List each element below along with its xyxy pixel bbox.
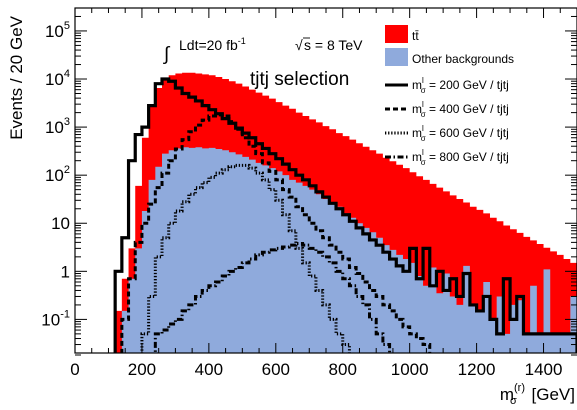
x-tick-label: 0 — [70, 360, 79, 379]
area-other — [121, 147, 577, 353]
axis-ticks — [74, 7, 577, 356]
y-tick-label: 103 — [45, 116, 70, 137]
lumi-label: Ldt=20 fb-1 — [179, 36, 246, 53]
y-tick-label: 105 — [45, 20, 70, 41]
line-s800 — [153, 241, 392, 353]
y-tick-label: 10 — [51, 214, 70, 233]
legend-label-s400: ml σ = 400 GeV / tjtj — [412, 100, 509, 119]
chart-lines — [113, 77, 577, 353]
y-tick-label: 1 — [61, 262, 70, 281]
y-axis-label: Events / 20 GeV — [7, 15, 26, 139]
legend-swatch-ttbar — [385, 25, 408, 43]
selection-label: tjtj selection — [250, 69, 349, 90]
legend-label-s600: ml σ = 600 GeV / tjtj — [412, 124, 509, 143]
legend-label-ttbar: tt̄ — [412, 29, 419, 43]
line-s200 — [113, 77, 577, 353]
integral-sign: ∫ — [163, 44, 171, 65]
x-axis-label: m(r) σ [GeV] — [500, 382, 575, 407]
energy-label: s = 8 TeV — [304, 37, 363, 53]
legend-label-other: Other backgrounds — [412, 52, 514, 66]
x-tick-label: 400 — [195, 360, 223, 379]
x-tick-label: 1000 — [391, 360, 429, 379]
legend: tt̄ Other backgrounds ml σ = 200 GeV / tjtj… — [385, 25, 514, 167]
line-s600 — [140, 163, 351, 353]
legend-swatch-other — [385, 48, 408, 66]
x-tick-label: 1400 — [525, 360, 563, 379]
annotations: ∫ Ldt=20 fb-1 √ s = 8 TeV tjtj selection — [163, 36, 363, 90]
x-tick-label: 600 — [262, 360, 290, 379]
y-tick-label: 104 — [45, 68, 70, 89]
legend-label-s200: ml σ = 200 GeV / tjtj — [412, 76, 509, 95]
axis-labels: 0 200 400 600 800 1000 1200 1400 10-1 1 10 102 103 10… — [7, 15, 575, 407]
y-tick-label: 10-1 — [41, 308, 70, 329]
legend-label-s800: ml σ = 800 GeV / tjtj — [412, 148, 509, 167]
y-tick-label: 102 — [45, 164, 70, 185]
x-tick-label: 200 — [128, 360, 156, 379]
sqrt-sign: √ — [295, 37, 303, 53]
x-tick-label: 1200 — [458, 360, 496, 379]
x-tick-label: 800 — [329, 360, 357, 379]
chart-areas — [115, 72, 577, 353]
